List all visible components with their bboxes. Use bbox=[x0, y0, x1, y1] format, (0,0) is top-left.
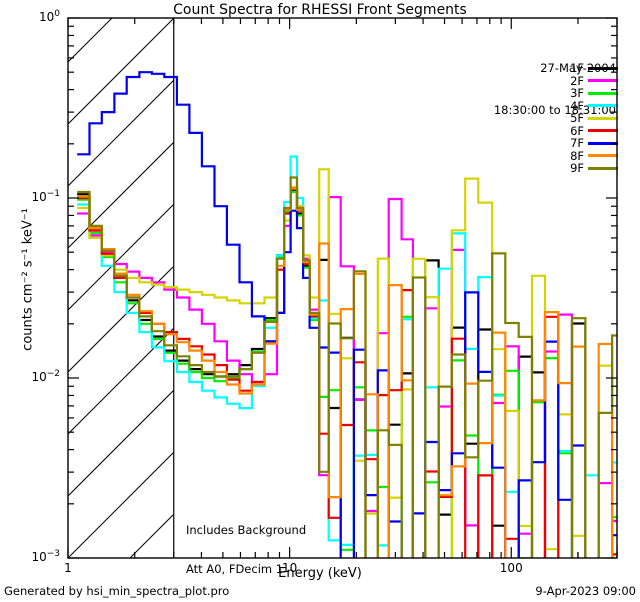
legend-label: 9F bbox=[570, 161, 584, 176]
annotation-attenuator: Att A0, FDecim 1 bbox=[186, 562, 284, 576]
legend-item-3f: 3F bbox=[570, 86, 618, 101]
legend-swatch bbox=[588, 91, 618, 95]
footer-generator: Generated by hsi_min_spectra_plot.pro bbox=[4, 584, 230, 598]
y-tick-label: 100 bbox=[38, 9, 60, 24]
legend-swatch bbox=[588, 154, 618, 158]
legend-label: 6F bbox=[570, 123, 584, 138]
series-line-8f bbox=[77, 187, 614, 558]
legend-label: 8F bbox=[570, 148, 584, 163]
series-line-3f bbox=[77, 190, 617, 558]
legend-label: 2F bbox=[570, 73, 584, 88]
legend-swatch bbox=[588, 66, 618, 70]
legend-item-6f: 6F bbox=[570, 123, 618, 138]
legend-label: 7F bbox=[570, 136, 584, 151]
legend-label: 3F bbox=[570, 86, 584, 101]
observation-date: 27-May-2004 bbox=[540, 61, 616, 75]
legend-swatch bbox=[588, 129, 618, 133]
series-line-4f bbox=[77, 155, 617, 558]
hatched-exclusion-region bbox=[68, 18, 174, 558]
legend-label: 1F bbox=[570, 61, 584, 76]
series-line-6f bbox=[77, 188, 617, 558]
x-tick-label: 1 bbox=[64, 561, 72, 575]
series-line-5f bbox=[77, 168, 614, 558]
legend-swatch bbox=[588, 104, 618, 108]
legend-item-4f: 4F bbox=[570, 98, 618, 113]
legend-label: 5F bbox=[570, 111, 584, 126]
annotation-background: Includes Background bbox=[186, 523, 307, 537]
legend-item-9f: 9F bbox=[570, 161, 618, 176]
x-tick-label: 100 bbox=[499, 561, 523, 575]
y-tick-label: 10−1 bbox=[31, 189, 60, 204]
legend-item-1f: 1F bbox=[570, 61, 618, 76]
y-tick-label: 10−2 bbox=[31, 369, 60, 384]
series-group bbox=[77, 71, 617, 558]
legend-swatch bbox=[588, 166, 618, 170]
plot-frame bbox=[67, 17, 618, 559]
legend-item-8f: 8F bbox=[570, 148, 618, 163]
legend-swatch bbox=[588, 141, 618, 145]
series-line-7f bbox=[77, 71, 617, 558]
legend-swatch bbox=[588, 116, 618, 120]
legend-item-5f: 5F bbox=[570, 111, 618, 126]
series-line-2f bbox=[77, 186, 617, 558]
series-line-9f bbox=[77, 176, 617, 558]
legend-item-7f: 7F bbox=[570, 136, 618, 151]
series-line-1f bbox=[77, 189, 587, 558]
legend-item-2f: 2F bbox=[570, 73, 618, 88]
legend-label: 4F bbox=[570, 98, 584, 113]
footer-timestamp: 9-Apr-2023 09:00 bbox=[535, 584, 636, 598]
plot-annotation: Includes Background Att A0, FDecim 1 bbox=[186, 498, 306, 602]
x-axis-label: Energy (keV) bbox=[278, 566, 362, 581]
legend-swatch bbox=[588, 79, 618, 83]
legend: 1F 2F 3F 4F 5F 6F 7F 8F 9F bbox=[570, 61, 618, 176]
chart-title: Count Spectra for RHESSI Front Segments bbox=[173, 2, 467, 18]
y-tick-label: 10−3 bbox=[31, 549, 60, 564]
x-tick-label: 10 bbox=[281, 561, 298, 575]
